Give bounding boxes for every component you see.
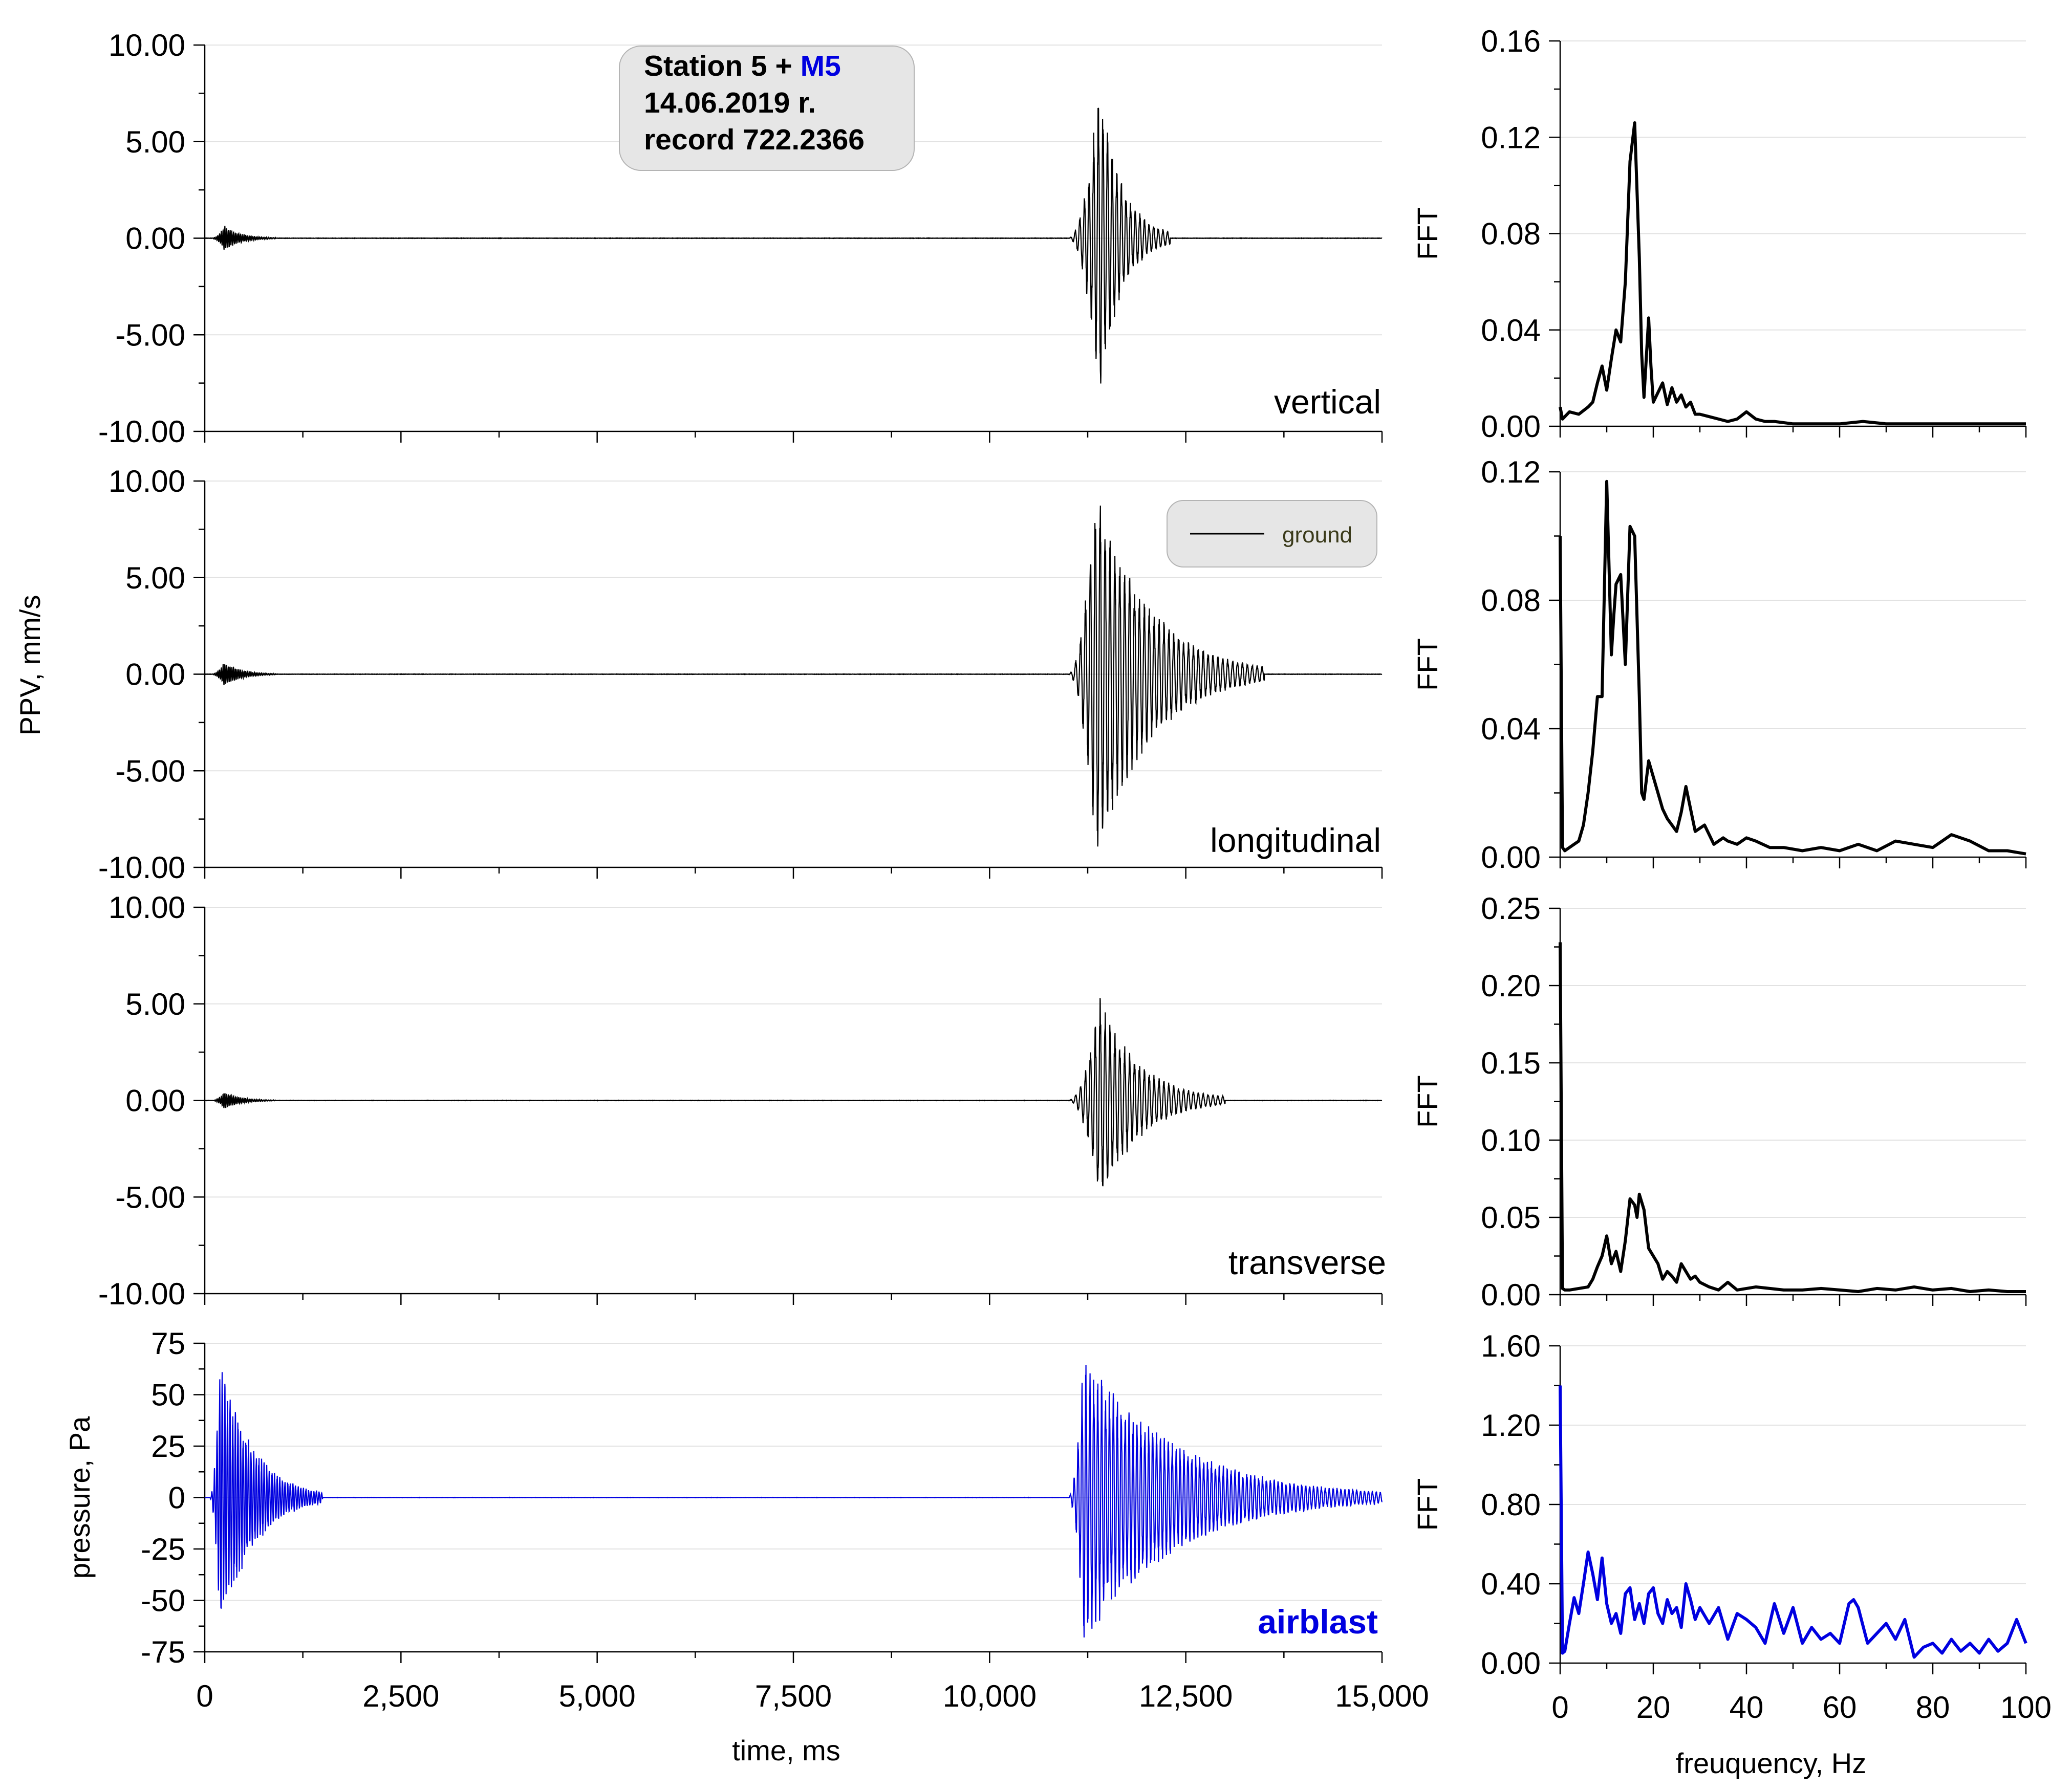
x-tick-label: 7,500 (755, 1679, 832, 1713)
y-tick-label: 0.04 (1481, 313, 1541, 347)
y-tick-label: 0.00 (1481, 840, 1541, 875)
fft-line (1559, 942, 2026, 1293)
ppv-axis-label: PPV, mm/s (14, 595, 46, 736)
record-station-line: Station 5 + M5 (644, 50, 841, 82)
record-number-line: record 722.2366 (644, 123, 865, 156)
chart-panels: 10.00 5.00 0.00 -5.00 -10.00 vertical 10.00 5.0… (63, 24, 2052, 1724)
x-tick-label: 80 (1916, 1690, 1950, 1724)
y-tick-label: 5.00 (125, 987, 185, 1021)
y-tick-label: 10.00 (109, 890, 185, 925)
frequency-axis-label: freuquency, Hz (1676, 1747, 1866, 1779)
y-tick-label: -10.00 (98, 1277, 185, 1311)
y-tick-label: 0.00 (1481, 1278, 1541, 1312)
x-tick-label: 0 (196, 1679, 213, 1713)
panel-label-longitudinal: longitudinal (1210, 821, 1381, 859)
y-axis-label: FFT (1411, 638, 1443, 691)
y-tick-label: -10.00 (98, 850, 185, 885)
x-tick-label: 40 (1730, 1690, 1764, 1724)
y-axis-label: FFT (1411, 1478, 1443, 1531)
panel-transverse-time: 10.00 5.00 0.00 -5.00 -10.00 transverse (98, 890, 1386, 1311)
y-tick-label: -75 (141, 1635, 185, 1669)
y-tick-label: 0.12 (1481, 455, 1541, 489)
y-tick-label: -10.00 (98, 414, 185, 449)
panel-longitudinal-time: 10.00 5.00 0.00 -5.00 -10.00 longitudinal (98, 464, 1383, 885)
x-tick-label: 10,000 (943, 1679, 1037, 1713)
x-tick-label: 15,000 (1335, 1679, 1429, 1713)
y-tick-label: 25 (151, 1429, 185, 1464)
y-tick-label: 50 (151, 1378, 185, 1412)
panel-airblast-time: 75 50 25 0 -25 -50 -75 0 2,500 5,000 7,500 10,000 12… (63, 1326, 1429, 1713)
fft-line (1559, 1385, 2027, 1659)
legend: ground (1167, 500, 1377, 567)
y-tick-label: 0.10 (1481, 1123, 1541, 1158)
y-tick-label: 5.00 (125, 561, 185, 595)
x-tick-label: 20 (1636, 1690, 1671, 1724)
y-axis-label: FFT (1411, 1075, 1443, 1128)
panel-label-transverse: transverse (1228, 1243, 1386, 1281)
panel-transverse-fft: 0.25 0.20 0.15 0.10 0.05 0.00 FFT (1411, 891, 2027, 1312)
waveform-line (204, 505, 1383, 847)
x-tick-label: 100 (2000, 1690, 2052, 1724)
y-tick-label: 0.00 (125, 658, 185, 692)
fft-line (1559, 121, 2026, 426)
y-tick-label: -5.00 (115, 754, 185, 788)
panel-label-vertical: vertical (1274, 383, 1381, 421)
y-tick-label: 0.08 (1481, 217, 1541, 251)
y-tick-label: -25 (141, 1532, 185, 1566)
y-tick-label: -5.00 (115, 318, 185, 352)
x-tick-label: 5,000 (559, 1679, 636, 1713)
x-tick-label: 2,500 (362, 1679, 439, 1713)
x-tick-label: 0 (1551, 1690, 1568, 1724)
panel-airblast-fft: 1.60 1.20 0.80 0.40 0.00 0 20 40 60 80 100 FFT (1411, 1329, 2052, 1724)
record-date-line: 14.06.2019 r. (644, 86, 816, 119)
y-tick-label: 0.80 (1481, 1488, 1541, 1522)
y-tick-label: 10.00 (109, 464, 185, 498)
waveform-line (204, 998, 1383, 1187)
y-tick-label: 10.00 (109, 28, 185, 62)
y-axis-label: FFT (1411, 207, 1443, 260)
y-tick-label: 0.15 (1481, 1046, 1541, 1080)
y-tick-label: 0.00 (1481, 1646, 1541, 1680)
y-tick-label: 0.00 (125, 222, 185, 256)
y-tick-label: 0.04 (1481, 712, 1541, 746)
y-tick-label: 0.40 (1481, 1567, 1541, 1601)
y-tick-label: 0 (168, 1481, 185, 1515)
fft-line (1559, 479, 2026, 856)
x-tick-label: 60 (1823, 1690, 1857, 1724)
legend-label-ground: ground (1282, 522, 1352, 548)
y-tick-label: 0.00 (125, 1084, 185, 1118)
panel-label-airblast: airblast (1258, 1603, 1378, 1641)
y-tick-label: 0.25 (1481, 891, 1541, 926)
y-tick-label: 0.05 (1481, 1200, 1541, 1235)
y-tick-label: 0.16 (1481, 24, 1541, 58)
time-axis-label: time, ms (732, 1734, 840, 1766)
y-tick-label: 5.00 (125, 125, 185, 159)
panel-vertical-fft: 0.16 0.12 0.08 0.04 0.00 FFT (1411, 24, 2027, 444)
y-tick-label: 0.00 (1481, 409, 1541, 444)
y-tick-label: 0.20 (1481, 969, 1541, 1003)
waveform-line (204, 1364, 1383, 1638)
y-tick-label: 75 (151, 1326, 185, 1361)
panel-longitudinal-fft: 0.12 0.08 0.04 0.00 FFT (1411, 455, 2027, 875)
y-tick-label: 0.08 (1481, 583, 1541, 618)
panel-vertical-time: 10.00 5.00 0.00 -5.00 -10.00 vertical (98, 28, 1383, 449)
y-tick-label: -50 (141, 1584, 185, 1618)
y-tick-label: -5.00 (115, 1180, 185, 1214)
y-axis-label: pressure, Pa (63, 1416, 96, 1579)
y-tick-label: 1.60 (1481, 1329, 1541, 1363)
y-tick-label: 1.20 (1481, 1408, 1541, 1443)
record-info-box: Station 5 + M5 14.06.2019 r. record 722.… (619, 46, 915, 171)
waveform-line (204, 107, 1383, 384)
y-tick-label: 0.12 (1481, 120, 1541, 155)
x-tick-label: 12,500 (1139, 1679, 1233, 1713)
